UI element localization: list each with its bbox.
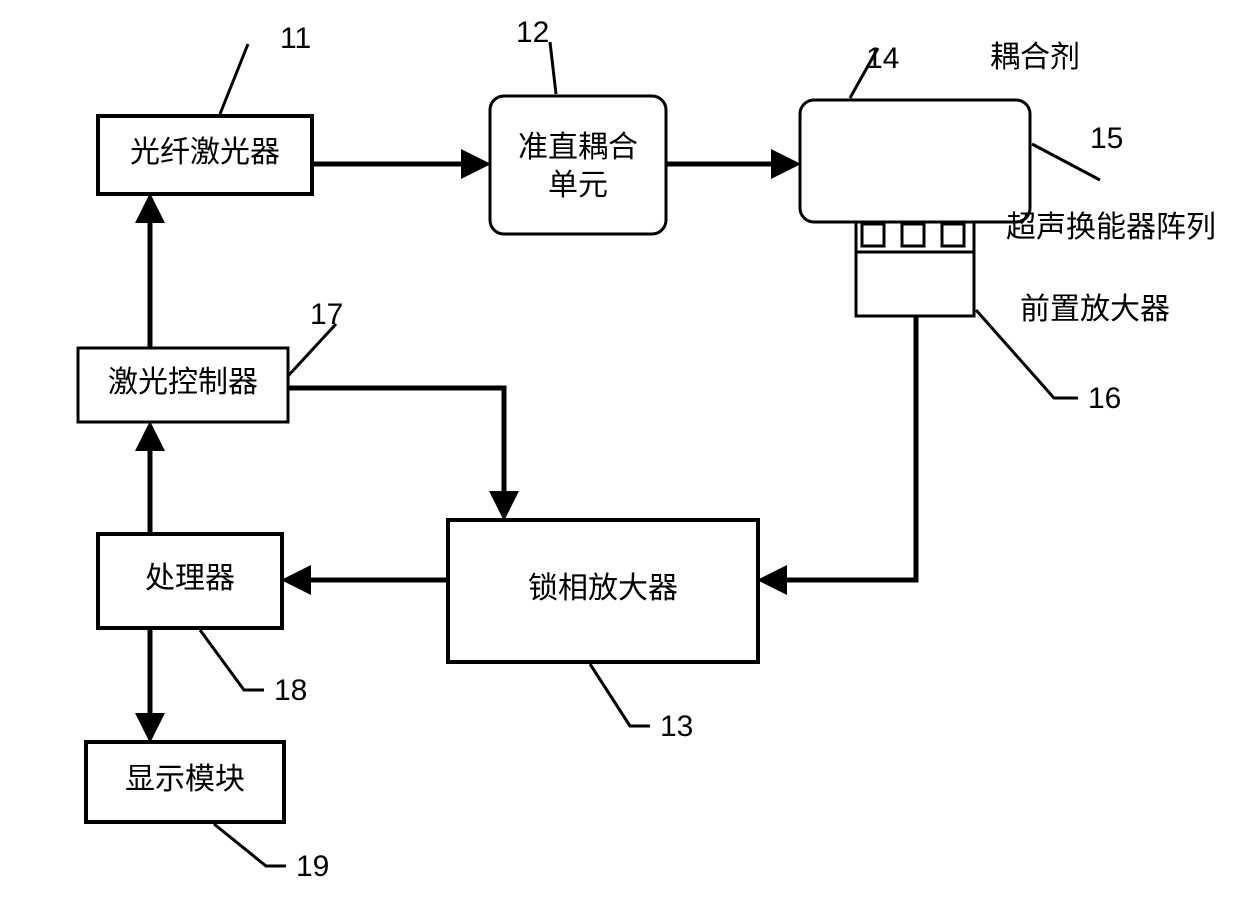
- callout-17: [288, 324, 336, 376]
- callout-11: [220, 44, 248, 114]
- node-display-module-label: 显示模块: [125, 763, 245, 796]
- arrow-n16-n13: [762, 316, 916, 580]
- node-processor-label: 处理器: [145, 562, 235, 595]
- node-collimation-coupling-label-1: 准直耦合: [518, 131, 638, 164]
- transducer-element: [942, 224, 964, 246]
- node-lockin-amplifier-label: 锁相放大器: [528, 572, 678, 605]
- preamplifier-external-label: 前置放大器: [1020, 293, 1170, 326]
- callout-number-12: 12: [516, 16, 549, 49]
- node-collimation-coupling-label-2: 单元: [548, 169, 608, 202]
- node-preamplifier: [856, 252, 974, 316]
- callout-number-19: 19: [296, 850, 329, 883]
- callout-number-16: 16: [1088, 382, 1121, 415]
- transducer-element: [902, 224, 924, 246]
- couplant-external-label: 耦合剂: [990, 41, 1080, 74]
- node-collimation-coupling: [490, 96, 666, 234]
- callout-number-15: 15: [1090, 122, 1123, 155]
- transducer-element: [862, 224, 884, 246]
- callout-number-18: 18: [274, 674, 307, 707]
- node-couplant: [800, 100, 1030, 222]
- node-laser-controller-label: 激光控制器: [108, 366, 258, 399]
- callout-number-17: 17: [310, 298, 343, 331]
- callout-number-14: 14: [866, 42, 899, 75]
- callout-12: [550, 42, 556, 94]
- callout-19: [214, 824, 286, 866]
- block-diagram: 11 12 14 15 16 17 13 18 19 光纤激光器 准直耦合单元 耦合剂超声换能器阵列…: [0, 0, 1240, 904]
- transducer-array-external-label: 超声换能器阵列: [1006, 211, 1216, 244]
- arrow-n17-n13: [288, 388, 504, 516]
- callout-number-13: 13: [660, 710, 693, 743]
- callout-13: [590, 664, 650, 726]
- callout-18: [200, 630, 264, 690]
- callout-number-11: 11: [280, 22, 311, 55]
- node-fiber-laser-label: 光纤激光器: [130, 136, 280, 169]
